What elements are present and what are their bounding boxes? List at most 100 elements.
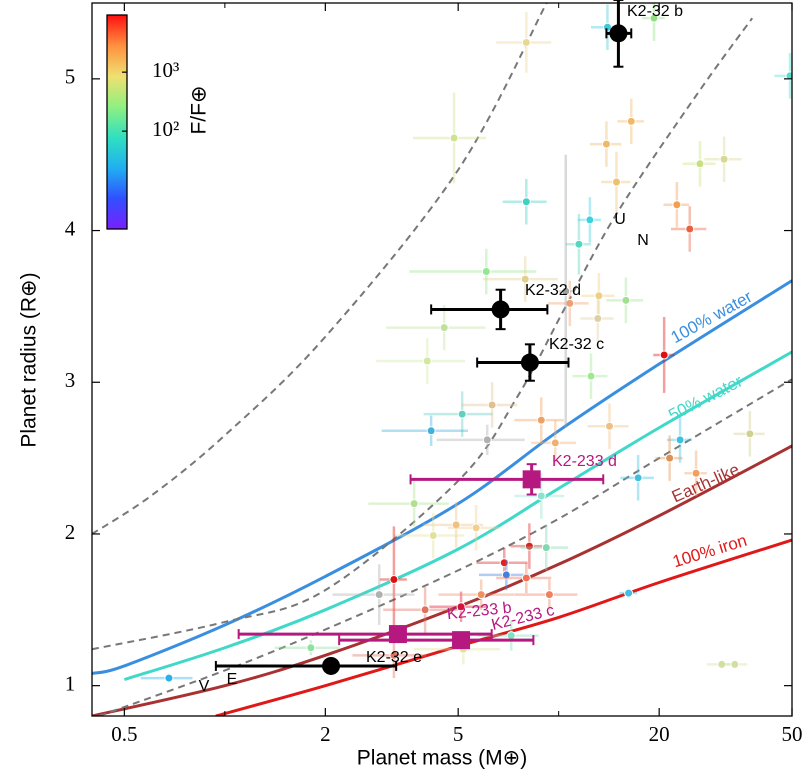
colorbar-tick-label: 10² [152, 117, 179, 141]
solar-planet-label: E [227, 671, 238, 688]
dashed-curve [92, 17, 754, 651]
planet-marker [522, 470, 541, 489]
point [476, 590, 486, 600]
point [785, 71, 792, 81]
y-tick-label: 5 [65, 65, 76, 89]
composition-curve [92, 279, 792, 675]
point [605, 421, 615, 431]
point [521, 197, 531, 207]
point [730, 659, 740, 669]
solar-planet-label: N [637, 232, 649, 249]
point [389, 574, 399, 584]
point [501, 570, 511, 580]
planets [214, 0, 633, 675]
y-tick-label: 2 [65, 520, 76, 544]
x-tick-label: 2 [320, 722, 331, 746]
point [536, 415, 546, 425]
y-tick-label: 3 [65, 368, 76, 392]
x-tick-label: 20 [649, 722, 670, 746]
x-tick-label: 50 [782, 722, 803, 746]
point [456, 602, 466, 612]
point [649, 13, 659, 23]
point [506, 631, 516, 641]
y-axis-label: Planet radius (R⊕) [18, 272, 41, 447]
planet-marker [520, 353, 539, 372]
planet-label: K2-233 b [446, 599, 512, 623]
point [675, 435, 685, 445]
planet-label: K2-32 e [366, 649, 422, 666]
point [451, 520, 461, 530]
planet-marker [491, 300, 510, 319]
point [585, 215, 595, 225]
point [621, 295, 631, 305]
point [594, 291, 604, 301]
point [482, 435, 492, 445]
planet-label: K2-32 d [525, 282, 581, 299]
solar-planet-label: U [614, 211, 626, 228]
point [306, 643, 316, 653]
point [439, 323, 449, 333]
colorbar-label: F/F⊕ [188, 85, 211, 134]
planet-label: K2-32 c [549, 336, 604, 353]
point [717, 659, 727, 669]
point [536, 491, 546, 501]
axes: 0.5 2 5 20 50 1 2 3 4 5 [65, 3, 803, 746]
point [422, 356, 432, 366]
planet-marker [609, 24, 628, 43]
y-tick-label: 1 [65, 671, 76, 695]
planet-marker [388, 625, 407, 644]
point [574, 239, 584, 249]
composition-curve [123, 350, 792, 682]
point [499, 558, 509, 568]
plot-frame [91, 2, 793, 717]
point [541, 543, 551, 553]
planet-marker [322, 656, 341, 675]
point [420, 605, 430, 615]
point [524, 541, 534, 551]
point [520, 274, 530, 284]
point [374, 590, 384, 600]
x-axis-label: Planet mass (M⊕) [357, 747, 527, 770]
point [457, 409, 467, 419]
point [426, 426, 436, 436]
solar-planet-label: V [199, 678, 210, 695]
point [633, 473, 643, 483]
colorbar-ticks: 10³ 10² [122, 58, 179, 141]
point [626, 116, 636, 126]
point [624, 588, 634, 598]
point [745, 429, 755, 439]
point [695, 159, 705, 169]
y-tick-label: 4 [65, 216, 76, 240]
point [672, 200, 682, 210]
point [487, 400, 497, 410]
dashed-curve [92, 3, 548, 535]
point [685, 224, 695, 234]
dashed-curve [98, 378, 792, 716]
x-tick-label: 0.5 [111, 722, 137, 746]
point [428, 530, 438, 540]
point [521, 37, 531, 47]
point [550, 438, 560, 448]
point [471, 523, 481, 533]
point [544, 590, 554, 600]
point [565, 298, 575, 308]
point [691, 468, 701, 478]
point [164, 673, 174, 683]
colorbar-tick-label: 10³ [152, 58, 179, 82]
point [389, 650, 399, 660]
point [601, 139, 611, 149]
point [611, 177, 621, 187]
planet-label: K2-233 d [552, 453, 617, 470]
point [586, 371, 596, 381]
x-tick-label: 5 [453, 722, 464, 746]
point [481, 267, 491, 277]
point [665, 453, 675, 463]
point [593, 314, 603, 324]
point [449, 133, 459, 143]
planet-marker [452, 631, 471, 650]
point [409, 499, 419, 509]
point [719, 154, 729, 164]
